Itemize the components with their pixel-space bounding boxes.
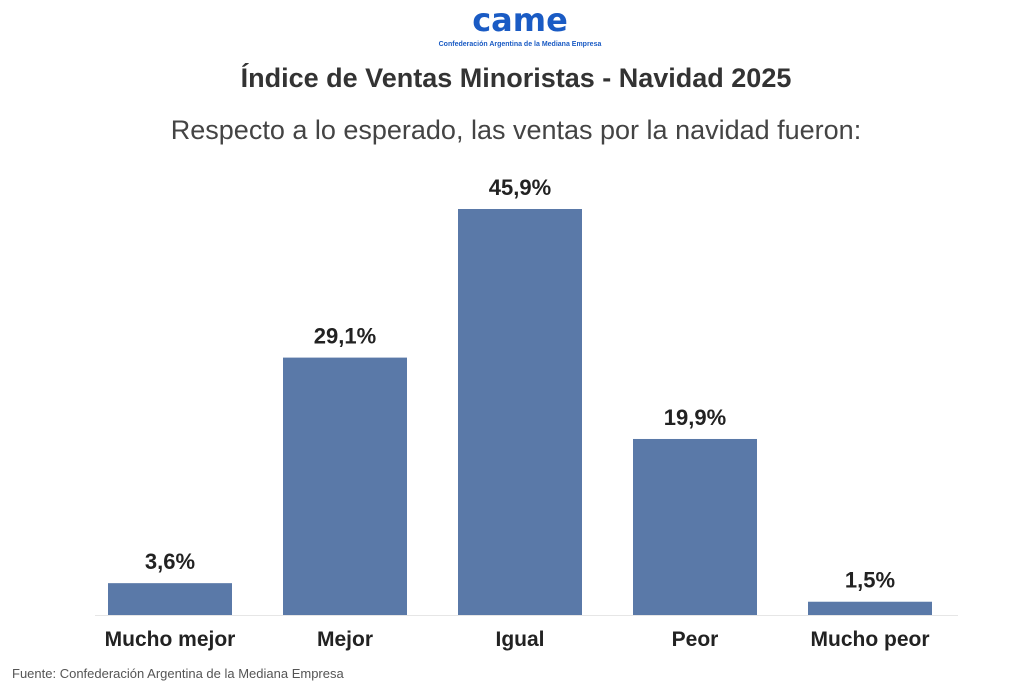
data-label: 19,9% [664, 405, 726, 430]
chart-title: Índice de Ventas Minoristas - Navidad 20… [240, 63, 792, 93]
bar-0 [108, 583, 232, 615]
bar-1 [283, 357, 407, 615]
data-label: 1,5% [845, 568, 895, 593]
source-note: Fuente: Confederación Argentina de la Me… [12, 666, 344, 681]
bar-3 [633, 438, 757, 615]
bar-4 [808, 601, 932, 615]
data-label: 3,6% [145, 549, 195, 574]
came-logo: came Confederación Argentina de la Media… [430, 0, 610, 56]
logo-mark: came [472, 1, 568, 39]
chart-subtitle: Respecto a lo esperado, las ventas por l… [170, 115, 862, 145]
x-tick-label: Mejor [317, 628, 373, 651]
data-label: 45,9% [489, 175, 551, 200]
bar-chart: 3,6% Mucho mejor 29,1% Mejor 45,9% Igual 19,9%… [95, 175, 958, 651]
data-label: 29,1% [314, 324, 376, 349]
x-tick-label: Igual [495, 628, 544, 651]
x-tick-label: Mucho mejor [105, 628, 236, 651]
logo-tagline: Confederación Argentina de la Mediana Em… [438, 41, 602, 48]
x-tick-label: Peor [672, 628, 719, 651]
x-tick-label: Mucho peor [811, 628, 930, 651]
bar-2 [458, 209, 582, 615]
